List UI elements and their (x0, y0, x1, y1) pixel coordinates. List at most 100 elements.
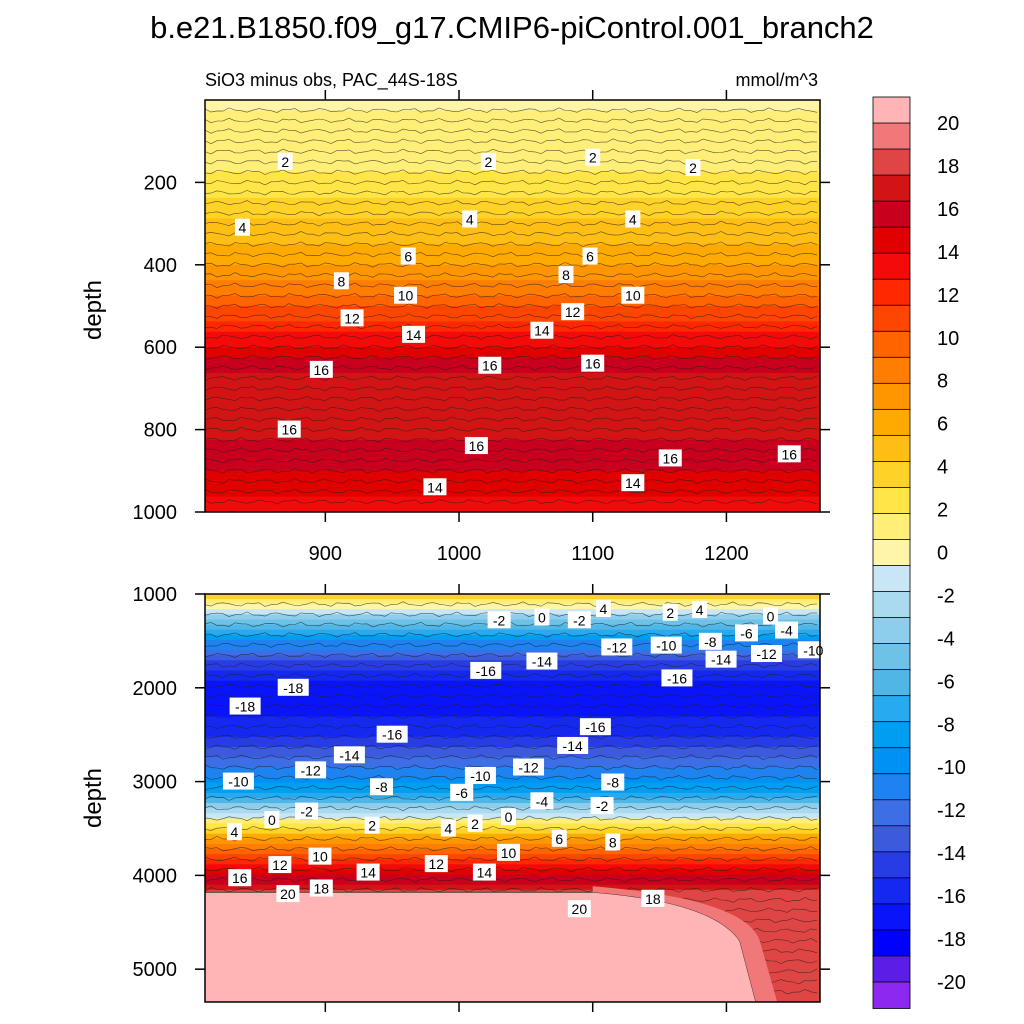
lower-y-tick-label: 3000 (133, 772, 178, 794)
colorbar-swatch (872, 799, 911, 827)
svg-text:0: 0 (268, 812, 276, 828)
svg-text:14: 14 (406, 327, 422, 343)
lower-y-tick-label: 5000 (133, 959, 178, 981)
upper-contour-line (205, 220, 818, 227)
lower-field-band (205, 680, 820, 687)
colorbar-tick-label: -20 (937, 972, 966, 994)
upper-contour-line (205, 251, 818, 258)
svg-text:2: 2 (471, 816, 479, 832)
colorbar-swatch (872, 382, 911, 411)
lower-contour-label: 6 (551, 829, 567, 847)
lower-contour-line (205, 723, 818, 730)
svg-text:4: 4 (444, 820, 452, 836)
upper-y-tick-label: 400 (144, 255, 177, 277)
colorbar-tick-label: -8 (937, 714, 955, 736)
upper-contour-line (205, 293, 818, 299)
lower-contour-line (205, 601, 818, 607)
svg-text:18: 18 (645, 891, 661, 907)
lower-contour-label: 20 (276, 885, 300, 903)
upper-field-band (205, 445, 820, 451)
upper-y-tick-label: 800 (144, 420, 177, 442)
lower-contour-label: 12 (268, 856, 292, 874)
lower-contour-line (205, 713, 818, 720)
svg-text:-18: -18 (283, 680, 303, 696)
lower-contour-label: -14 (705, 650, 737, 668)
svg-text:-4: -4 (536, 793, 549, 809)
svg-text:-14: -14 (532, 654, 552, 670)
svg-text:16: 16 (781, 446, 797, 462)
upper-field-band (205, 254, 820, 261)
lower-field-band (205, 701, 820, 707)
upper-y-tick-label: 600 (144, 337, 177, 359)
lower-contour-label: -6 (450, 783, 474, 801)
lower-field-band (205, 624, 820, 631)
upper-field-band (205, 336, 820, 343)
lower-contour-label: -2 (590, 796, 614, 814)
lower-field-band (205, 736, 820, 743)
lower-field-band (205, 685, 820, 692)
svg-text:2: 2 (589, 150, 597, 166)
upper-contour-line (205, 241, 818, 247)
lower-field-band (205, 599, 820, 605)
svg-text:-6: -6 (455, 785, 468, 801)
svg-text:-12: -12 (518, 760, 538, 776)
lower-field-band (205, 762, 820, 769)
upper-field-band (205, 203, 820, 209)
svg-text:-10: -10 (470, 768, 490, 784)
colorbar-tick-label: 18 (937, 156, 959, 178)
upper-contour-line (205, 395, 818, 402)
upper-contour-line (205, 282, 818, 289)
upper-contour-label: 10 (394, 286, 418, 304)
lower-contour-label: 10 (496, 843, 520, 861)
upper-contour-label: 2 (277, 152, 293, 170)
lower-field-band (205, 767, 820, 774)
upper-field-band (205, 269, 820, 276)
lower-contour-label: 12 (424, 855, 448, 873)
lower-contour-label: 14 (356, 863, 380, 881)
upper-contour-label: 16 (277, 420, 301, 438)
colorbar-swatch (872, 122, 911, 150)
svg-text:4: 4 (600, 601, 608, 617)
subtitle-right: mmol/m^3 (736, 70, 818, 90)
lower-contour-line (205, 754, 818, 760)
upper-field-band (205, 486, 820, 493)
colorbar-swatch (872, 903, 911, 931)
upper-field-band (205, 223, 820, 230)
svg-text:-16: -16 (667, 670, 687, 686)
lower-field-band (205, 655, 820, 662)
upper-field-band (205, 470, 820, 477)
lower-contour-line (205, 876, 818, 883)
upper-y-axis-label: depth (80, 280, 107, 340)
upper-field-band (205, 439, 820, 446)
upper-contour-line (205, 437, 818, 443)
lower-contour-line (205, 672, 818, 679)
lower-y-tick-label: 4000 (133, 865, 178, 887)
upper-field-band (205, 306, 820, 312)
lower-contour-label: 16 (228, 869, 252, 887)
upper-contour-line (205, 385, 818, 392)
svg-text:14: 14 (360, 865, 376, 881)
upper-contour-line (205, 488, 818, 495)
svg-text:16: 16 (469, 438, 485, 454)
lower-contour-label: 20 (567, 900, 591, 918)
upper-field-band (205, 491, 820, 498)
lower-bottom-fringe (592, 886, 778, 1002)
lower-field-band (205, 884, 820, 891)
upper-contour-label: 2 (685, 158, 701, 176)
upper-field-band (205, 275, 820, 282)
lower-field-band (205, 772, 820, 779)
colorbar-swatch (872, 408, 911, 437)
upper-contour-line (205, 467, 818, 474)
upper-contour-label: 2 (480, 152, 496, 170)
colorbar-swatch (872, 981, 911, 1009)
lower-contour-line (205, 693, 818, 699)
upper-contour-line (205, 375, 818, 381)
upper-contour-line (205, 457, 818, 464)
lower-contour-line (205, 611, 818, 618)
lower-field-band (205, 782, 820, 789)
upper-contour-line (205, 272, 818, 278)
upper-field-band (205, 429, 820, 436)
upper-field-band (205, 233, 820, 240)
colorbar-tick-label: 0 (937, 543, 948, 565)
